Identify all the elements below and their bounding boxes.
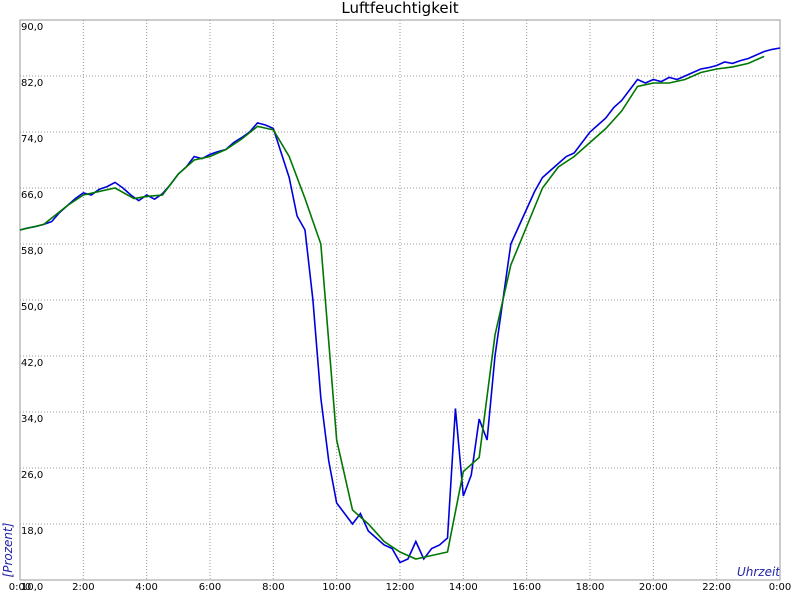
x-axis-label: Uhrzeit [737,565,781,579]
x-tick-label: 12:00 [386,582,415,593]
data-line [19,47,781,564]
y-tick-label: 18,0 [21,526,43,537]
x-tick-label: 0:00 [9,582,31,593]
y-tick-label: 50,0 [21,302,43,313]
y-tick-label: 10,0 [21,582,43,593]
y-tick-label: 26,0 [21,470,43,481]
y-tick-label: 58,0 [21,246,43,257]
x-tick-label: 2:00 [72,582,94,593]
y-tick-label: 82,0 [21,78,43,89]
x-tick-label: 20:00 [639,582,668,593]
x-tick-label: 14:00 [449,582,478,593]
y-tick-label: 66,0 [21,190,43,201]
x-tick-label: 22:00 [702,582,731,593]
x-tick-label: 10:00 [322,582,351,593]
plot-frame [19,19,781,581]
x-tick-label: 4:00 [135,582,157,593]
x-tick-label: 0:00 [769,582,791,593]
chart-title: Luftfeuchtigkeit [341,0,458,17]
x-tick-label: 8:00 [262,582,284,593]
y-tick-label: 74,0 [21,134,43,145]
data-line [19,55,765,560]
y-axis-label: [Prozent] [1,522,15,577]
y-tick-label: 90,0 [21,22,43,33]
x-tick-label: 6:00 [199,582,221,593]
y-tick-label: 34,0 [21,414,43,425]
y-tick-label: 42,0 [21,358,43,369]
x-tick-label: 16:00 [512,582,541,593]
x-tick-label: 18:00 [576,582,605,593]
